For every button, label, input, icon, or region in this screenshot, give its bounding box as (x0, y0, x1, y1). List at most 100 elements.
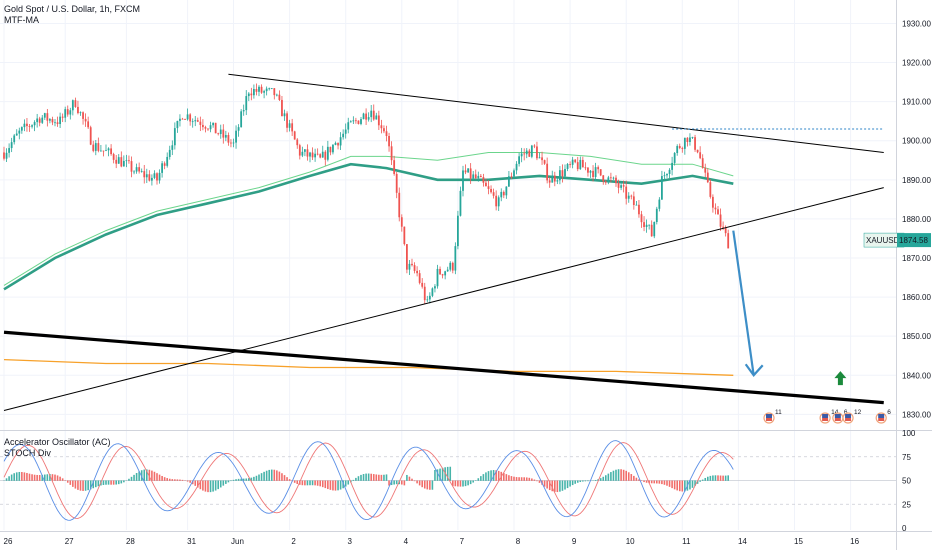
ac-bar (630, 474, 633, 481)
price-tick-label: 1860.00 (902, 293, 931, 302)
ac-bar (622, 469, 625, 481)
ac-bar (441, 467, 444, 481)
candle-body (270, 88, 273, 89)
candle-body (474, 174, 477, 179)
ac-bar (245, 478, 248, 481)
candle-body (704, 167, 707, 173)
candle-body (51, 119, 54, 123)
candle-body (523, 153, 526, 155)
axes: 1830.00 1840.00 1850.00 1860.00 1870.00 1880.… (4, 19, 932, 546)
candle-body (281, 99, 283, 117)
candle-body (28, 126, 31, 127)
stoch-div-title[interactable]: STOCH Div (4, 448, 51, 458)
ac-bar (421, 480, 423, 488)
ac-bar (89, 480, 92, 490)
ac-bar (293, 480, 296, 483)
ac-bar (311, 480, 314, 486)
ac-bar (627, 472, 630, 481)
candle-body (370, 110, 373, 118)
ac-bar (240, 478, 242, 481)
candle-body (145, 174, 148, 178)
candle-body (156, 173, 158, 181)
ac-bar (648, 480, 650, 484)
candle-body (128, 160, 130, 162)
candle-body (10, 142, 13, 149)
ac-bar (166, 478, 168, 481)
candle-body (696, 149, 699, 153)
ac-bar (191, 480, 194, 485)
candle-body (230, 142, 232, 144)
time-tick-label: 31 (187, 537, 196, 546)
ac-bar (388, 480, 390, 486)
candle-body (120, 157, 123, 167)
candle-body (43, 113, 46, 118)
ac-bar (393, 480, 395, 485)
ac-bar (357, 476, 360, 481)
flag-stripes (766, 418, 772, 421)
ac-bar (536, 480, 538, 482)
ac-bar (301, 480, 304, 486)
ac-bar (21, 472, 23, 481)
ac-bar (439, 468, 441, 481)
indicator-name[interactable]: MTF-MA (4, 15, 39, 25)
ac-bar (265, 470, 268, 481)
candle-body (204, 127, 207, 129)
time-tick-label: 28 (126, 537, 135, 546)
ac-bar (709, 475, 712, 481)
ac-bar (676, 480, 678, 491)
ac-bar (64, 480, 66, 481)
candle-body (237, 127, 240, 131)
ac-bar (724, 475, 727, 481)
candle-body (158, 172, 161, 181)
ac-bar (38, 474, 41, 481)
ac-bar (584, 480, 587, 482)
ac-bar (681, 480, 684, 492)
oscillator-legend: Accelerator Oscillator (AC) STOCH Div (4, 437, 111, 459)
ac-bar (472, 480, 474, 483)
candle-body (454, 246, 457, 271)
ac-bar (704, 477, 707, 481)
ac-bar (487, 471, 490, 481)
event-count: 6 (844, 409, 848, 416)
candle-body (26, 123, 28, 127)
ac-bar (571, 480, 574, 486)
ac-bar (653, 480, 656, 484)
symbol-title[interactable]: Gold Spot / U.S. Dollar, 1h, FXCM (4, 4, 141, 14)
osc-tick-label: 100 (902, 429, 916, 438)
candle-body (426, 299, 429, 301)
ac-bar (546, 480, 548, 489)
ac-bar (69, 480, 72, 485)
candle-body (224, 135, 227, 138)
ac-bar (543, 480, 546, 487)
oscillator-title[interactable]: Accelerator Oscillator (AC) (4, 437, 111, 447)
ac-bar (467, 480, 469, 486)
ac-bar (515, 477, 518, 481)
ac-bar (602, 476, 605, 481)
ac-bar (378, 474, 380, 481)
candle-body (15, 133, 18, 136)
price-tag-value: 1874.58 (899, 236, 928, 245)
candle-body (247, 93, 250, 97)
candle-body (581, 159, 584, 168)
candle-body (31, 125, 33, 127)
time-tick-label: 4 (404, 537, 409, 546)
candle-body (314, 153, 316, 158)
time-tick-label: 8 (516, 537, 521, 546)
candle-body (395, 173, 398, 193)
candle-body (326, 146, 329, 160)
ac-bar (334, 480, 337, 491)
candle-body (653, 221, 656, 237)
ac-bar (395, 480, 398, 485)
candle-body (492, 192, 495, 196)
candle-body (479, 175, 482, 178)
ac-bar (107, 480, 110, 485)
candle-body (283, 113, 286, 117)
candle-body (525, 150, 528, 155)
ac-bar (207, 480, 209, 493)
ac-bar (689, 480, 691, 490)
candle-body (273, 88, 276, 96)
price-tick-label: 1890.00 (902, 176, 931, 185)
ac-bar (712, 475, 714, 481)
ac-bar (548, 480, 551, 491)
